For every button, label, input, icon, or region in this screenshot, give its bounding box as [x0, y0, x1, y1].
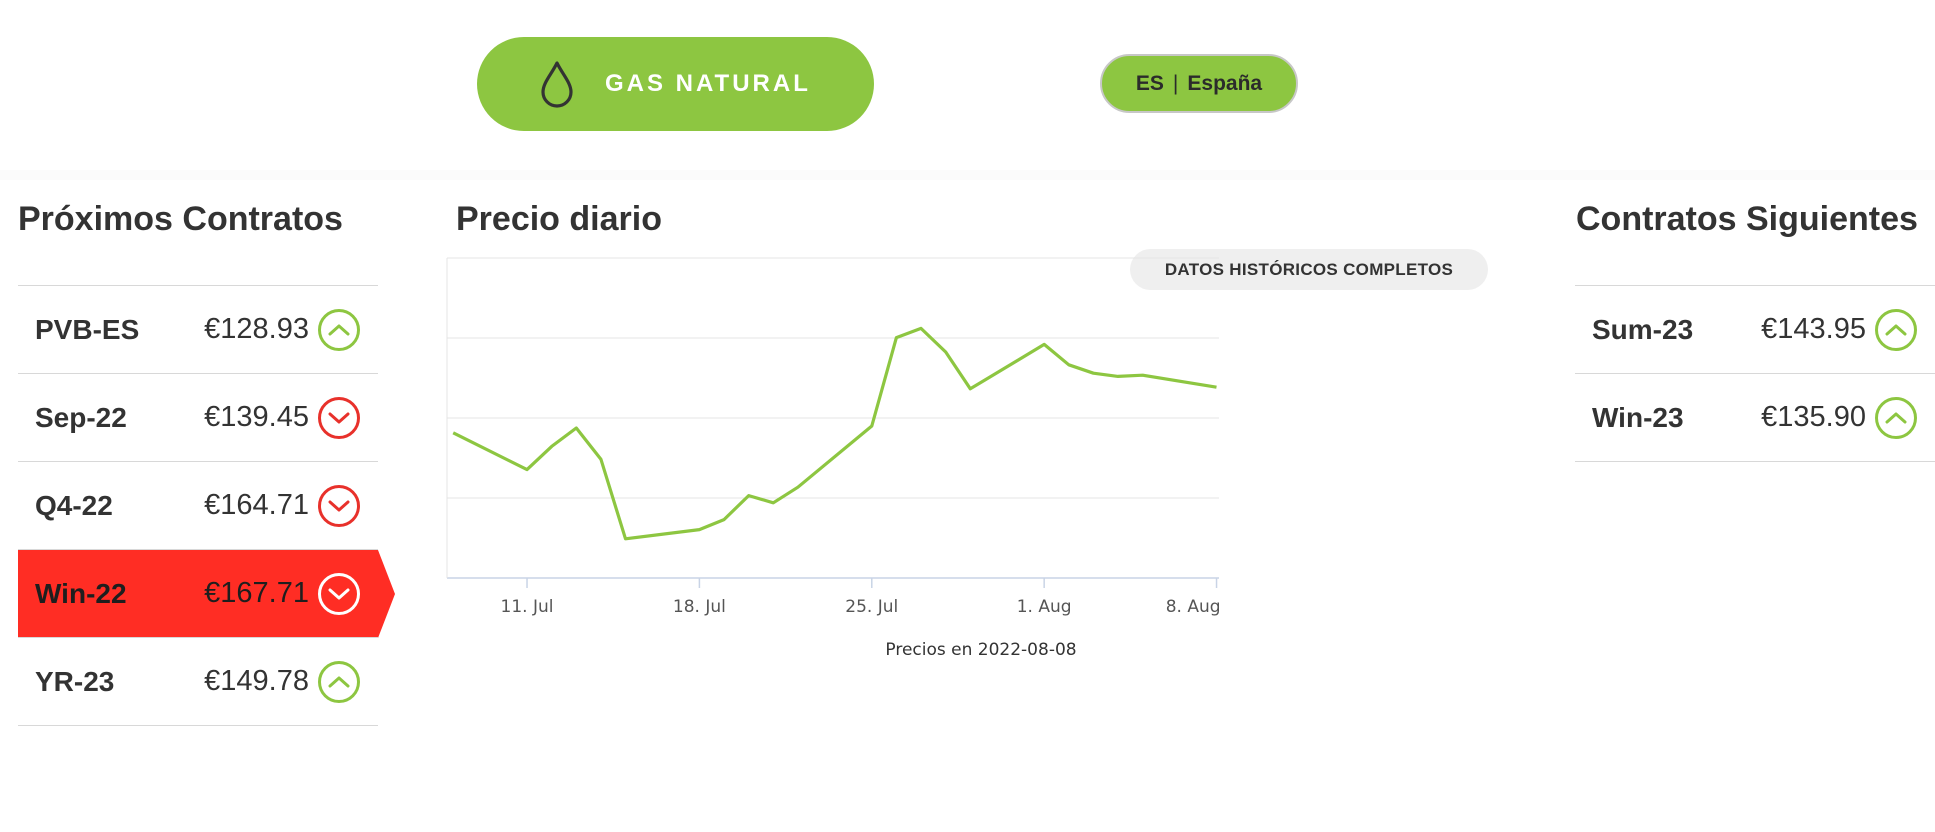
contract-price: €135.90	[1761, 401, 1866, 433]
contract-row-win-23[interactable]: Win-23 €135.90	[1575, 374, 1935, 462]
contract-price: €128.93	[204, 313, 309, 345]
chevron-up-icon[interactable]	[318, 309, 360, 351]
country-code: ES	[1135, 71, 1164, 95]
contract-name: PVB-ES	[35, 313, 140, 345]
x-tick-label: 1. Aug	[1017, 597, 1072, 617]
section-divider	[0, 170, 1935, 180]
contract-name: Win-22	[35, 577, 127, 609]
daily-price-chart: 120.00140.00160.00180.00200.00 11. Jul18…	[446, 257, 1221, 660]
country-separator: |	[1172, 71, 1179, 95]
chart-grid	[446, 257, 1219, 579]
country-name: España	[1187, 71, 1263, 95]
x-tick-label: 8. Aug	[1166, 597, 1221, 617]
chevron-up-icon[interactable]	[318, 661, 360, 703]
left-panel-title: Próximos Contratos	[18, 200, 343, 238]
contract-price: €139.45	[204, 401, 309, 433]
x-axis-ticks: 11. Jul 18. Jul 25. Jul 1. Aug 8. Aug	[501, 578, 1221, 617]
contract-name: YR-23	[35, 665, 115, 697]
contract-row-yr-23[interactable]: YR-23 €149.78	[18, 638, 378, 726]
chevron-down-icon[interactable]	[318, 397, 360, 439]
contract-name: Win-23	[1592, 401, 1684, 433]
contract-price: €143.95	[1761, 313, 1866, 345]
gas-natural-label: GAS NATURAL	[605, 70, 811, 97]
price-line	[452, 326, 1217, 541]
right-panel-title: Contratos Siguientes	[1576, 200, 1918, 238]
chevron-down-icon[interactable]	[318, 573, 360, 615]
contract-price: €167.71	[204, 577, 309, 609]
following-contracts-list: Sum-23 €143.95 Win-23 €135.90	[1575, 285, 1935, 462]
contract-name: Sep-22	[35, 401, 127, 433]
contract-row-pvb-es[interactable]: PVB-ES €128.93	[18, 286, 378, 374]
chart-footer: Precios en 2022-08-08	[885, 640, 1076, 660]
chart-plot: 120.00140.00160.00180.00200.00 11. Jul18…	[446, 257, 1221, 660]
x-tick-label: 25. Jul	[845, 597, 898, 617]
next-contracts-list: PVB-ES €128.93 Sep-22 €139.45 Q4-22 €164.71 Wi…	[18, 285, 395, 726]
daily-price-title: Precio diario	[456, 200, 662, 238]
full-history-button[interactable]: DATOS HISTÓRICOS COMPLETOS	[1130, 249, 1488, 290]
contract-name: Sum-23	[1592, 313, 1694, 345]
contract-price: €164.71	[204, 489, 309, 521]
chevron-up-icon[interactable]	[1875, 309, 1917, 351]
drop-icon	[541, 61, 573, 108]
contract-price: €149.78	[204, 665, 309, 697]
contract-row-sum-23[interactable]: Sum-23 €143.95	[1575, 286, 1935, 374]
contract-row-sep-22[interactable]: Sep-22 €139.45	[18, 374, 378, 462]
x-tick-label: 11. Jul	[501, 597, 554, 617]
x-tick-label: 18. Jul	[673, 597, 726, 617]
country-selector[interactable]: ES | España	[1100, 54, 1298, 113]
top-bar: GAS NATURAL ES | España	[0, 0, 1935, 170]
contract-row-q4-22[interactable]: Q4-22 €164.71	[18, 462, 378, 550]
gas-natural-button[interactable]: GAS NATURAL	[477, 37, 874, 131]
chevron-up-icon[interactable]	[1875, 397, 1917, 439]
chevron-down-icon[interactable]	[318, 485, 360, 527]
contract-name: Q4-22	[35, 489, 113, 521]
contract-row-win-22[interactable]: Win-22 €167.71	[18, 550, 395, 638]
